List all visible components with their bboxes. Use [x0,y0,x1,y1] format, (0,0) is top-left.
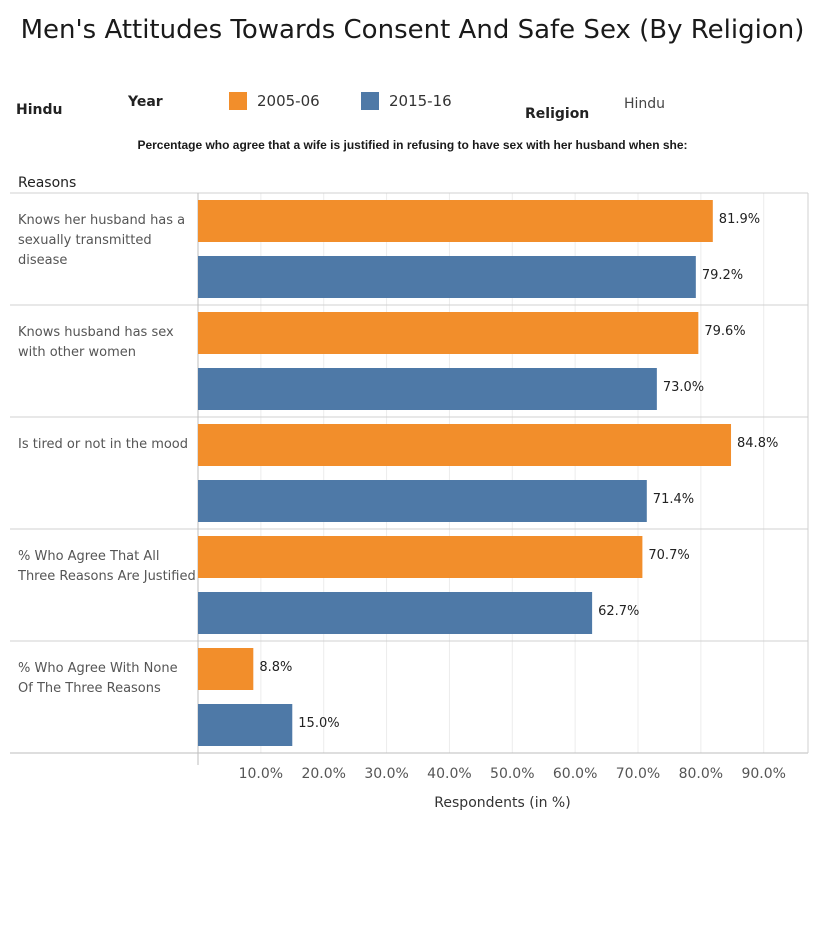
x-tick-label: 90.0% [741,766,786,782]
bar-2005-06-2 [198,312,699,354]
category-label: Is tired or not in the mood [18,437,189,452]
data-label: 79.6% [704,324,746,339]
data-label: 73.0% [662,380,705,395]
bar-2005-06-4 [198,536,643,578]
legend-label: 2005-06 [257,92,320,110]
year-filter-label: Year [128,94,163,110]
data-label: 70.7% [648,548,690,563]
x-tick-label: 50.0% [490,766,535,782]
bar-2015-16-4 [198,592,593,634]
x-tick-label: 30.0% [364,766,409,782]
legend-swatch-2005-06 [229,92,247,110]
religion-filter-value[interactable]: Hindu [624,96,666,112]
chart-subtitle: Percentage who agree that a wife is just… [137,138,688,152]
data-label: 8.8% [259,660,293,675]
row-header: Reasons [18,175,77,191]
x-tick-label: 40.0% [427,766,472,782]
data-label: 81.9% [718,212,761,227]
x-tick-label: 60.0% [552,766,598,782]
bar-2005-06-1 [198,200,713,242]
x-tick-label: 80.0% [678,766,724,782]
legend-label: 2015-16 [389,92,452,110]
data-label: 71.4% [652,492,695,507]
x-tick-label: 20.0% [301,766,346,782]
legend-item-2005-06[interactable]: 2005-06 [229,92,320,110]
category-label: % Who Agree With None Of The Three Reaso… [18,661,178,696]
category-label: Knows her husband has a sexually transmi… [18,213,186,268]
x-axis-label: Respondents (in %) [434,795,571,811]
data-label: 62.7% [598,604,640,619]
category-label: Knows husband has sex with other women [18,325,174,360]
bar-2015-16-1 [198,256,696,298]
category-label: % Who Agree That All Three Reasons Are J… [18,549,196,584]
legend-swatch-2015-16 [361,92,379,110]
bar-2015-16-5 [198,704,293,746]
bar-2005-06-5 [198,648,254,690]
bar-2005-06-3 [198,424,732,466]
x-tick-label: 10.0% [238,766,284,782]
legend-item-2015-16[interactable]: 2015-16 [361,92,452,110]
bar-2015-16-2 [198,368,657,410]
chart-title: Men's Attitudes Towards Consent And Safe… [20,15,805,45]
data-label: 84.8% [737,436,779,451]
data-label: 79.2% [701,268,744,283]
religion-filter-label: Religion [525,106,590,122]
x-tick-label: 70.0% [615,766,661,782]
filter-value-left: Hindu [16,102,63,118]
bar-2015-16-3 [198,480,647,522]
data-label: 15.0% [298,716,340,731]
